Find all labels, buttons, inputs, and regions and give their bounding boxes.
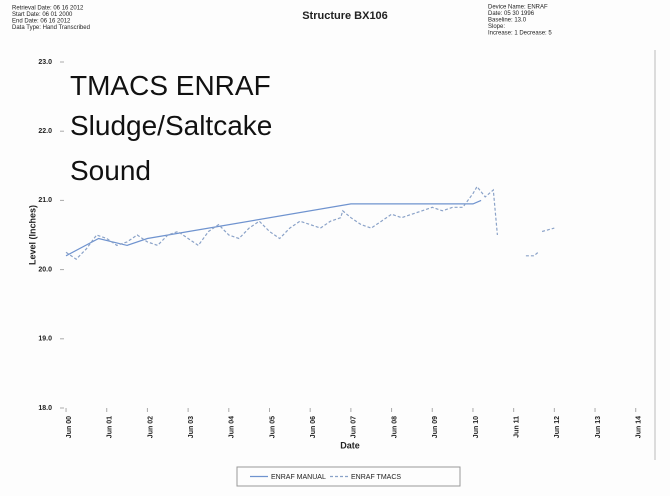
- x-tick-label: Jun 00: [66, 416, 73, 438]
- y-axis-label: Level (Inches): [27, 205, 37, 265]
- legend-label: ENRAF MANUAL: [271, 474, 326, 481]
- x-tick-label: Jun 05: [269, 416, 276, 438]
- y-tick-label: 19.0: [38, 336, 52, 343]
- annotation: Sound: [70, 155, 151, 186]
- header-left: Retrieval Date: 06 16 2012: [12, 6, 84, 12]
- header-left: Start Date: 06 01 2000: [12, 12, 73, 18]
- header-left: Data Type: Hand Transcribed: [12, 25, 90, 31]
- header-right: Date: 05 30 1996: [488, 11, 535, 17]
- x-tick-label: Jun 06: [310, 416, 317, 438]
- header-right: Device Name: ENRAF: [488, 5, 548, 11]
- x-tick-label: Jun 08: [391, 416, 398, 438]
- x-tick-label: Jun 03: [188, 416, 195, 438]
- chart-title: Structure BX106: [302, 10, 388, 22]
- x-tick-label: Jun 11: [513, 416, 520, 438]
- x-tick-label: Jun 04: [229, 416, 236, 438]
- x-tick-label: Jun 02: [147, 416, 154, 438]
- x-tick-label: Jun 10: [473, 416, 480, 438]
- header-right: Slope:: [488, 24, 505, 30]
- annotation: TMACS ENRAF: [70, 70, 271, 101]
- x-tick-label: Jun 01: [107, 416, 114, 438]
- x-tick-label: Jun 07: [351, 416, 358, 438]
- y-tick-label: 21.0: [38, 197, 52, 204]
- y-tick-label: 20.0: [38, 266, 52, 273]
- header-right: Baseline: 13.0: [488, 18, 527, 24]
- x-tick-label: Jun 13: [595, 416, 602, 438]
- x-tick-label: Jun 12: [554, 416, 561, 438]
- x-tick-label: Jun 09: [432, 416, 439, 438]
- legend-box: [236, 466, 461, 487]
- x-tick-label: Jun 14: [636, 416, 643, 438]
- series-line: [65, 185, 555, 260]
- annotation: Sludge/Saltcake: [70, 110, 272, 141]
- y-tick-label: 18.0: [38, 405, 52, 412]
- header-right: Increase: 1 Decrease: 5: [488, 31, 552, 37]
- header-left: End Date: 06 16 2012: [12, 19, 71, 25]
- legend-label: ENRAF TMACS: [351, 474, 401, 481]
- x-axis-label: Date: [340, 440, 360, 450]
- y-tick-label: 22.0: [38, 128, 52, 135]
- series-line: [65, 199, 482, 257]
- y-tick-label: 23.0: [38, 59, 52, 66]
